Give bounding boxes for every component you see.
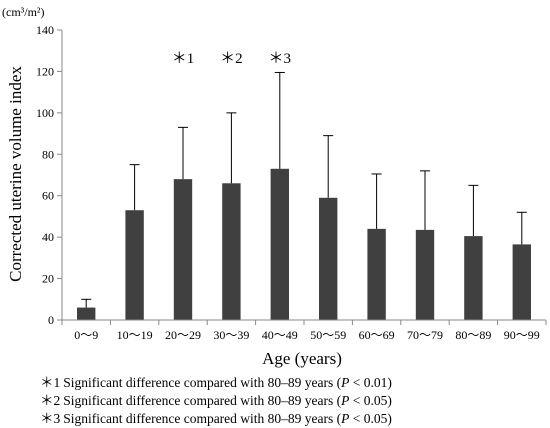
bar: [367, 228, 386, 320]
bar: [319, 197, 338, 320]
y-tick-label: 80: [42, 147, 54, 161]
y-tick-label: 0: [48, 313, 54, 327]
y-axis-ticks: 0 20 40 60 80 100 120 140: [36, 23, 62, 327]
x-tick-label: 60～69: [359, 328, 395, 342]
y-tick-label: 100: [36, 106, 54, 120]
x-tick-label: 0～9: [74, 328, 98, 342]
x-tick-label: 40～49: [262, 328, 298, 342]
x-tick-label: 90～99: [504, 328, 540, 342]
x-tick-label: 30～39: [213, 328, 249, 342]
x-axis-ticks: 0～9 10～19 20～29 30～39 40～49 50～59 60～69 70～79 80…: [61, 320, 547, 342]
footnote-rest: < 0.01): [349, 375, 392, 390]
y-tick-label: 140: [36, 23, 54, 37]
bar: [125, 210, 144, 320]
footnote-p: P: [341, 393, 350, 408]
footnote-2: ＊2 Significant difference compared with 8…: [40, 392, 392, 410]
footnote-text: Significant difference compared with 80–…: [63, 393, 342, 408]
x-tick-label: 80～89: [455, 328, 491, 342]
bars: [77, 168, 531, 320]
y-axis-unit: (cm³/m²): [2, 5, 45, 19]
footnote-rest: < 0.05): [349, 393, 392, 408]
y-axis-label: Corrected uterine volume index: [6, 66, 25, 282]
footnote-text: Significant difference compared with 80–…: [63, 411, 342, 426]
significance-mark: ＊3: [269, 51, 292, 67]
y-tick-label: 60: [42, 189, 54, 203]
footnote-3: ＊3 Significant difference compared with 8…: [40, 410, 392, 428]
x-tick-label: 70～79: [407, 328, 443, 342]
bar-chart: 0 20 40 60 80 100 120 140 0～9 10～19 20～29 30～39 40～…: [2, 5, 547, 368]
footnote-1: ＊1 Significant difference compared with 8…: [40, 374, 392, 392]
footnotes: ＊1 Significant difference compared with 8…: [40, 374, 392, 428]
footnote-text: Significant difference compared with 80–…: [63, 375, 342, 390]
error-bars: [81, 71, 527, 308]
significance-marks: ＊1 ＊2 ＊3: [172, 51, 291, 67]
significance-mark: ＊2: [220, 51, 243, 67]
bar: [77, 307, 96, 320]
footnote-mark: ＊1: [40, 375, 61, 390]
footnote-p: P: [341, 411, 350, 426]
y-tick-label: 40: [42, 230, 54, 244]
bar: [464, 236, 483, 320]
significance-mark: ＊1: [172, 51, 195, 67]
y-tick-label: 20: [42, 272, 54, 286]
footnote-mark: ＊3: [40, 411, 61, 426]
bar: [512, 244, 531, 320]
footnote-rest: < 0.05): [349, 411, 392, 426]
x-tick-label: 20～29: [165, 328, 201, 342]
bar: [173, 179, 193, 320]
bar: [270, 168, 289, 320]
bar: [222, 183, 241, 320]
x-axis-label: Age (years): [262, 349, 342, 368]
footnote-p: P: [341, 375, 350, 390]
x-tick-label: 50～59: [310, 328, 346, 342]
footnote-mark: ＊2: [40, 393, 61, 408]
y-tick-label: 120: [36, 64, 54, 78]
x-tick-label: 10～19: [117, 328, 153, 342]
bar: [415, 229, 435, 320]
